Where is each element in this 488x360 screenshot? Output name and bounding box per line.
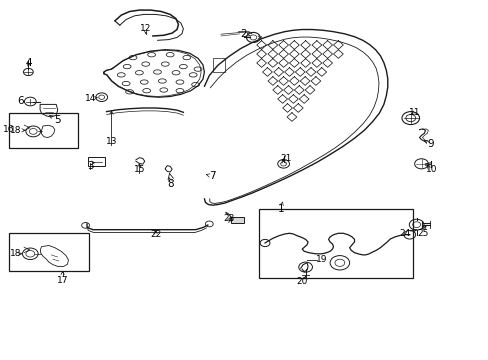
Text: 4: 4 <box>25 58 32 68</box>
Text: 2: 2 <box>240 29 246 39</box>
Text: 7: 7 <box>209 171 216 181</box>
Text: 21: 21 <box>280 154 291 163</box>
Text: 18: 18 <box>10 249 21 258</box>
Text: 6: 6 <box>17 96 24 106</box>
Bar <box>9 233 89 271</box>
Text: 18: 18 <box>10 126 21 135</box>
Text: 9: 9 <box>426 139 433 149</box>
Text: 13: 13 <box>105 136 117 145</box>
Text: 10: 10 <box>425 165 436 174</box>
Text: 5: 5 <box>54 114 61 125</box>
FancyBboxPatch shape <box>230 217 243 223</box>
Text: 17: 17 <box>57 276 68 284</box>
Text: 19: 19 <box>315 255 327 264</box>
Text: 22: 22 <box>149 230 161 239</box>
Bar <box>212 58 224 72</box>
Bar <box>259 209 412 278</box>
Text: 15: 15 <box>133 165 145 174</box>
Text: 16: 16 <box>3 125 15 134</box>
Text: 3: 3 <box>87 161 94 171</box>
Text: 12: 12 <box>140 24 151 33</box>
Text: 25: 25 <box>416 229 428 238</box>
Text: 24: 24 <box>398 229 410 238</box>
Text: 20: 20 <box>296 277 307 286</box>
Text: 23: 23 <box>223 214 234 223</box>
Text: 8: 8 <box>166 179 173 189</box>
Text: 14: 14 <box>84 94 96 103</box>
Bar <box>9 113 78 148</box>
Text: 11: 11 <box>408 108 420 117</box>
Text: 1: 1 <box>277 204 284 214</box>
